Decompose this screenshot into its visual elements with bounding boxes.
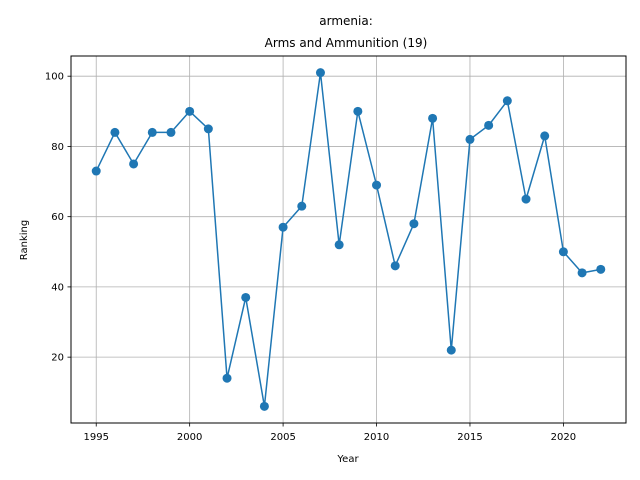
data-point	[372, 180, 382, 190]
y-axis-label: Ranking	[19, 220, 30, 260]
x-tick-label: 2000	[177, 432, 202, 443]
data-point	[390, 261, 400, 271]
data-point	[278, 222, 288, 232]
x-tick-label: 2020	[551, 432, 576, 443]
data-point	[315, 68, 325, 78]
data-point	[297, 201, 307, 211]
series	[91, 68, 606, 411]
x-tick-label: 1995	[84, 432, 109, 443]
data-point	[409, 219, 419, 229]
data-point	[353, 106, 363, 116]
data-point	[110, 127, 120, 137]
data-point	[596, 264, 606, 274]
data-point	[241, 292, 251, 302]
x-tick-label: 2015	[457, 432, 482, 443]
grid	[71, 56, 626, 423]
plot-frame	[70, 55, 627, 424]
y-tick-label: 100	[45, 72, 64, 83]
series-line	[95, 71, 601, 408]
x-tick-label: 2005	[270, 432, 295, 443]
data-point	[334, 240, 344, 250]
data-point	[91, 166, 101, 176]
data-point	[521, 194, 531, 204]
y-tick-label: 80	[51, 142, 64, 153]
data-point	[129, 159, 139, 169]
data-point	[502, 96, 512, 106]
data-point	[484, 120, 494, 130]
data-point	[203, 124, 213, 134]
data-point	[558, 247, 568, 257]
data-point	[465, 134, 475, 144]
y-tick-label: 20	[51, 353, 64, 364]
data-point	[259, 401, 269, 411]
data-point	[428, 113, 438, 123]
x-axis-label: Year	[336, 454, 359, 465]
chart-title-line2: Arms and Ammunition (19)	[265, 36, 428, 50]
data-point	[446, 345, 456, 355]
y-tick-label: 40	[51, 282, 64, 293]
data-point	[577, 268, 587, 278]
data-point	[540, 131, 550, 141]
chart-title-line1: armenia:	[319, 14, 372, 28]
data-point	[185, 106, 195, 116]
data-point	[166, 127, 176, 137]
data-point	[222, 373, 232, 383]
data-point	[147, 127, 157, 137]
y-tick-label: 60	[51, 212, 64, 223]
x-tick-label: 2010	[364, 432, 389, 443]
